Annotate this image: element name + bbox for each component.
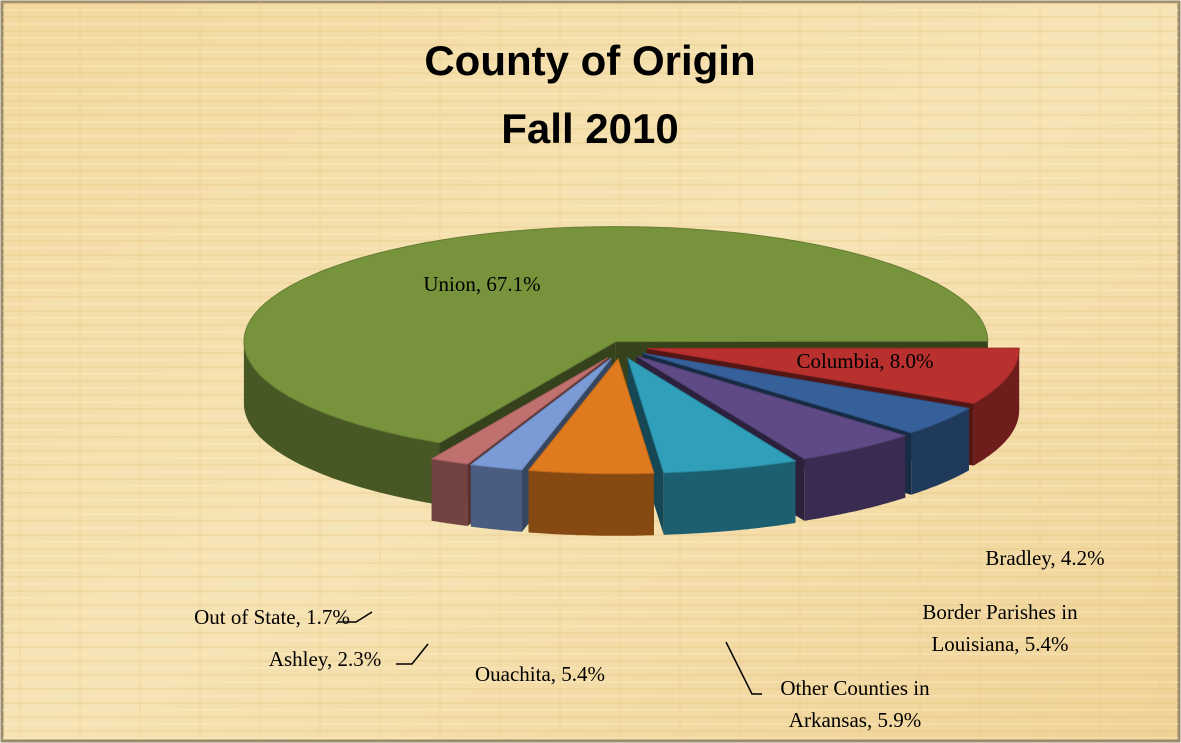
slice-side [973, 348, 1020, 466]
data-label: Other Counties in [780, 676, 930, 700]
slice [243, 226, 989, 444]
data-label: Ouachita, 5.4% [475, 662, 605, 686]
data-label: Out of State, 1.7% [194, 605, 350, 629]
data-label: Bradley, 4.2% [985, 546, 1104, 570]
slice-side [804, 435, 906, 521]
chart-title: County of Origin [424, 37, 755, 84]
slice [642, 352, 971, 434]
slice-side [528, 470, 654, 536]
labels: Union, 67.1% Columbia, 8.0% Bradley, 4.2% B… [194, 272, 1105, 732]
slice [430, 357, 609, 465]
pie [243, 226, 1020, 536]
leader-line [338, 611, 373, 623]
chart-subtitle: Fall 2010 [501, 105, 678, 152]
slice-side [911, 408, 969, 495]
data-label: Ashley, 2.3% [269, 647, 381, 671]
data-label: Border Parishes in [922, 600, 1078, 624]
leader-line [725, 641, 762, 695]
slice [647, 347, 1020, 405]
data-label: Union, 67.1% [423, 272, 540, 296]
slice-side [431, 458, 468, 526]
slice-side [470, 464, 522, 532]
slice [626, 357, 797, 474]
slice-side [243, 341, 440, 505]
slice [527, 357, 655, 475]
leader-line [396, 643, 429, 665]
slice [636, 355, 907, 460]
slice-side [663, 461, 796, 535]
data-label: Columbia, 8.0% [796, 349, 933, 373]
data-label: Louisiana, 5.4% [931, 632, 1068, 656]
slice [469, 357, 612, 471]
data-label: Arkansas, 5.9% [789, 708, 921, 732]
